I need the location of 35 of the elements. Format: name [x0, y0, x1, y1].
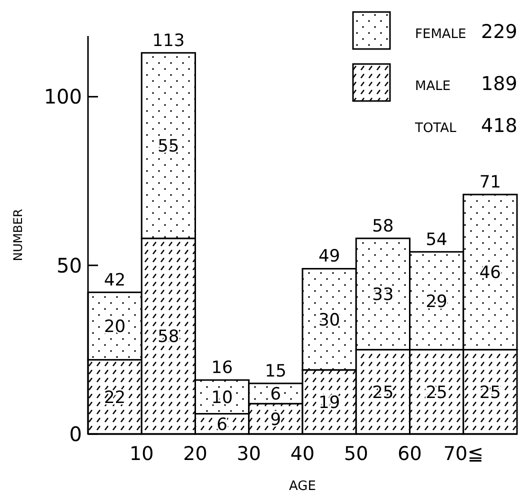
text: MALE 189	[415, 73, 518, 95]
total-label: 58	[372, 216, 394, 236]
text: TOTAL 418	[415, 115, 518, 137]
total-label: 54	[426, 230, 448, 250]
x-tick-label: 50	[344, 443, 368, 465]
total-label: 16	[211, 358, 233, 378]
data-label: 33	[372, 285, 394, 306]
data-label: 22	[104, 388, 126, 408]
x-tick-label: 70≦	[443, 443, 484, 465]
x-tick-label: 10	[130, 443, 154, 465]
data-label: 29	[426, 292, 448, 312]
x-axis-title: AGE	[289, 479, 316, 494]
legend-label: FEMALE 229	[415, 21, 518, 43]
data-label: 30	[318, 310, 340, 330]
data-label: 25	[426, 382, 448, 403]
data-label: 9	[270, 410, 282, 430]
x-tick-label: 40	[290, 443, 315, 465]
y-tick-label: 0	[69, 422, 82, 446]
total-label: 113	[152, 30, 185, 51]
x-tick-label: 20	[183, 443, 208, 465]
total-label: 42	[104, 270, 126, 290]
total-label: 49	[318, 246, 340, 267]
x-tick-label: 60	[398, 443, 422, 465]
data-label: 6	[270, 384, 282, 405]
x-tick-label: 30	[236, 443, 261, 465]
y-tick-label: 50	[56, 253, 82, 278]
data-label: 55	[158, 136, 180, 157]
y-tick-label: 100	[44, 84, 82, 109]
total-label: 71	[479, 172, 502, 193]
data-label: 6	[216, 414, 228, 435]
total-label: 15	[264, 361, 287, 382]
data-label: 20	[104, 317, 126, 338]
data-label: 10	[211, 388, 233, 408]
data-label: 46	[479, 263, 502, 284]
y-axis-title: NUMBER	[11, 208, 25, 262]
